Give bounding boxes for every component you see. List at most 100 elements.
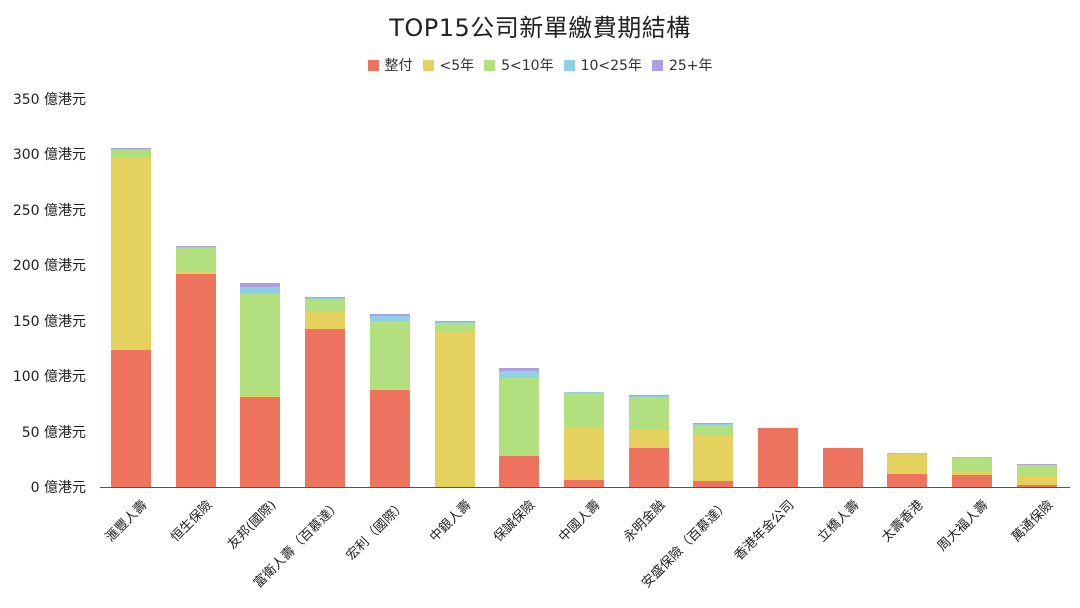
legend-label: 25+年 [668, 58, 713, 74]
x-axis-line [100, 487, 1070, 488]
bar-stack[interactable] [305, 297, 346, 487]
bar-segment[interactable] [887, 454, 928, 475]
bar-segment[interactable] [952, 458, 993, 473]
bar-segment[interactable] [305, 329, 346, 487]
bar-segment[interactable] [822, 448, 863, 487]
bar-segment[interactable] [758, 428, 798, 487]
legend: 整付 <5年 5<10年 10<25年 25+年 [0, 55, 1080, 75]
bar-segment[interactable] [175, 246, 216, 248]
x-tick-label: 周大福人壽 [934, 497, 992, 555]
bar-segment[interactable] [628, 448, 669, 487]
bar-segment[interactable] [111, 150, 151, 158]
bar-segment[interactable] [628, 397, 669, 430]
bar-segment[interactable] [305, 311, 346, 330]
x-tick-label: 恒生保險 [167, 497, 216, 546]
x-tick-label: 中國人壽 [555, 497, 604, 546]
bar-segment[interactable] [369, 389, 410, 487]
bar-segment[interactable] [563, 391, 604, 393]
bar-stack[interactable] [434, 321, 475, 487]
bar-segment[interactable] [499, 370, 540, 379]
legend-item-5-10[interactable]: 5<10年 [484, 55, 554, 75]
bar-segment[interactable] [175, 270, 216, 275]
bar-segment[interactable] [305, 297, 346, 298]
bar-segment[interactable] [563, 428, 604, 480]
bar-segment[interactable] [499, 378, 540, 456]
x-tick-label: 中銀人壽 [426, 497, 474, 546]
legend-swatch [422, 59, 434, 71]
chart-title: TOP15公司新單繳費期結構 [389, 14, 691, 42]
bar-segment[interactable] [887, 453, 928, 455]
bar-segment[interactable] [305, 297, 346, 299]
bar-stack[interactable] [499, 368, 540, 487]
bar-segment[interactable] [240, 396, 281, 398]
bar-stack[interactable] [240, 283, 281, 487]
y-tick-label: 50 億港元 [21, 424, 86, 441]
bar-segment[interactable] [305, 298, 346, 312]
bar-segment[interactable] [887, 474, 928, 487]
bar-segment[interactable] [111, 349, 151, 487]
bar-segment[interactable] [434, 321, 475, 323]
bar-stack[interactable] [628, 395, 669, 487]
legend-label: <5年 [439, 58, 475, 74]
x-tick-label: 太壽香港 [879, 497, 927, 546]
bar-segment[interactable] [240, 287, 281, 295]
legend-item-25-plus[interactable]: 25+年 [651, 55, 713, 75]
bar-segment[interactable] [887, 453, 928, 454]
y-tick-label: 300 億港元 [12, 147, 86, 164]
bar-stack[interactable] [887, 452, 928, 487]
bar-segment[interactable] [175, 274, 216, 487]
bar-segment[interactable] [628, 395, 669, 398]
bar-segment[interactable] [952, 456, 993, 458]
bar-segment[interactable] [434, 322, 475, 331]
bar-segment[interactable] [563, 392, 604, 429]
bar-segment[interactable] [628, 395, 669, 396]
bar-segment[interactable] [628, 429, 669, 449]
bar-segment[interactable] [952, 472, 993, 475]
legend-swatch [484, 59, 496, 71]
bar-segment[interactable] [563, 479, 604, 487]
bar-segment[interactable] [499, 455, 540, 487]
bar-segment[interactable] [1016, 464, 1057, 466]
bar-segment[interactable] [111, 157, 151, 350]
bar-segment[interactable] [952, 474, 993, 487]
x-tick-label: 香港年金公司 [731, 497, 798, 564]
bar-segment[interactable] [369, 320, 410, 390]
bar-stack[interactable] [369, 314, 410, 487]
bar-stack[interactable] [758, 427, 798, 487]
y-tick-label: 100 億港元 [12, 369, 86, 386]
bar-segment[interactable] [240, 283, 281, 288]
y-tick-label: 150 億港元 [12, 313, 86, 330]
legend-label: 10<25年 [580, 58, 642, 74]
bar-stack[interactable] [822, 447, 863, 487]
bar-segment[interactable] [434, 330, 475, 487]
bar-stack[interactable] [693, 423, 734, 487]
x-tick-label: 永明金融 [620, 497, 669, 546]
legend-item-10-25[interactable]: 10<25年 [563, 55, 642, 75]
bar-segment[interactable] [1016, 465, 1057, 476]
bar-stack[interactable] [111, 148, 151, 487]
bar-segment[interactable] [693, 423, 734, 425]
bar-segment[interactable] [240, 294, 281, 397]
legend-item-under-5[interactable]: <5年 [422, 55, 475, 75]
bar-stack[interactable] [563, 391, 604, 487]
bar-segment[interactable] [240, 397, 281, 487]
bar-segment[interactable] [693, 480, 734, 487]
bar-segment[interactable] [175, 247, 216, 249]
bar-stack[interactable] [1016, 464, 1057, 487]
bar-segment[interactable] [693, 434, 734, 481]
bar-stack[interactable] [175, 246, 216, 487]
legend-swatch [367, 59, 379, 71]
bar-segment[interactable] [952, 457, 993, 459]
bar-segment[interactable] [499, 368, 540, 371]
x-tick-label: 保誠保險 [491, 497, 539, 546]
legend-item-lump-sum[interactable]: 整付 [367, 55, 413, 75]
bar-stack[interactable] [952, 456, 993, 487]
bar-segment[interactable] [369, 389, 410, 390]
bar-segment[interactable] [369, 314, 410, 317]
bar-segment[interactable] [369, 316, 410, 321]
bar-segment[interactable] [1016, 475, 1057, 485]
bar-segment[interactable] [175, 248, 216, 271]
bar-segment[interactable] [1016, 484, 1057, 487]
bar-segment[interactable] [693, 424, 734, 435]
bar-segment[interactable] [111, 148, 151, 150]
